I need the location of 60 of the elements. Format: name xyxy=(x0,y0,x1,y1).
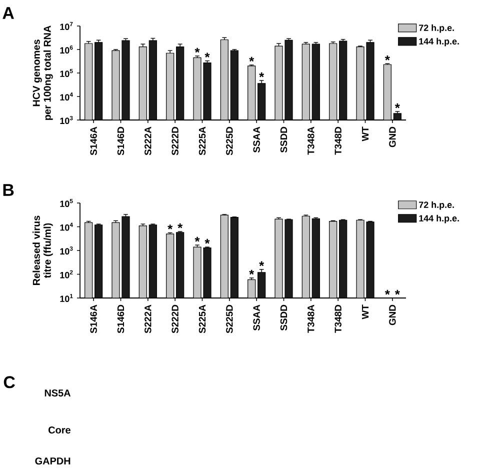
text: * xyxy=(384,290,390,295)
x-tick-label: T348D xyxy=(334,126,342,155)
y-tick-label: 10$^{1}$ xyxy=(60,294,73,302)
x-tick-label: S222A xyxy=(144,126,152,156)
data-label: * xyxy=(194,236,200,242)
chart-title: A xyxy=(2,7,14,19)
x-tick-label: T348D xyxy=(334,304,342,333)
y-tick-label: 10$^{7}$ xyxy=(60,22,73,30)
legend-label: 144 h.p.e. xyxy=(419,214,459,224)
data-label: * xyxy=(384,56,390,60)
y-tick-label: 10$^{6}$ xyxy=(60,45,73,54)
data-label: * xyxy=(259,72,264,78)
x-tick-label: S225D xyxy=(226,126,233,156)
legend-label: 144 h.p.e. xyxy=(419,38,459,46)
x-tick-label: T348A xyxy=(308,126,314,155)
data-label: * xyxy=(178,223,183,228)
x-tick-label: S222D xyxy=(172,126,178,156)
x-tick-label: S146D xyxy=(117,126,124,156)
x-tick-label: SSDD xyxy=(280,304,288,331)
x-tick-label: SSAA xyxy=(253,126,260,153)
x-tick-label: S222A xyxy=(144,304,152,334)
y-axis-title: Released virus titre (ffu/ml) xyxy=(32,216,53,285)
x-tick-label: S146A xyxy=(90,126,97,156)
data-label: * xyxy=(259,261,264,266)
legend-label: 72 h.p.e. xyxy=(419,24,454,33)
text: * xyxy=(394,290,400,295)
x-tick-label: S225D xyxy=(226,304,233,334)
legend-label: 72 h.p.e. xyxy=(419,201,454,210)
data-label: * xyxy=(249,270,254,275)
y-axis-title: HCV genomes per 100ng total RNA xyxy=(32,26,53,120)
text: Core xyxy=(48,426,70,434)
x-tick-label: GND xyxy=(389,126,396,148)
data-label: * xyxy=(204,52,210,58)
x-tick-label: S146D xyxy=(117,304,124,334)
x-tick-label: S146A xyxy=(90,304,97,334)
x-tick-label: WT xyxy=(362,126,369,142)
x-tick-label: S225A xyxy=(198,126,206,156)
x-tick-label: SSAA xyxy=(253,304,260,331)
text: GAPDH xyxy=(35,457,70,465)
y-tick-label: 10$^{4}$ xyxy=(60,92,73,101)
y-tick-label: 10$^{2}$ xyxy=(60,270,73,278)
data-label: * xyxy=(168,224,173,230)
data-label: * xyxy=(204,238,210,244)
data-label: * xyxy=(194,48,200,53)
x-tick-label: T348A xyxy=(308,304,314,333)
x-tick-label: S222D xyxy=(172,304,178,334)
y-tick-label: 10$^{5}$ xyxy=(60,198,73,208)
text: C xyxy=(4,376,15,388)
x-tick-label: GND xyxy=(389,304,396,326)
x-tick-label: S225A xyxy=(198,304,206,334)
x-tick-label: WT xyxy=(362,304,369,320)
x-tick-label: SSDD xyxy=(280,126,288,153)
data-label: * xyxy=(394,103,400,108)
text: NS5A xyxy=(44,389,71,397)
y-tick-label: 10$^{3}$ xyxy=(60,246,73,255)
data-label: * xyxy=(249,56,254,62)
y-tick-label: 10$^{4}$ xyxy=(60,222,73,231)
chart-title: B xyxy=(3,184,14,196)
y-tick-label: 10$^{5}$ xyxy=(60,68,73,78)
y-tick-label: 10$^{3}$ xyxy=(60,116,73,124)
